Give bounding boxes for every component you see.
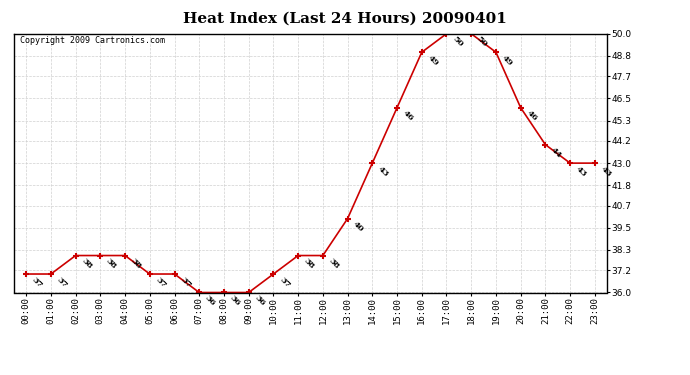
Text: 38: 38 <box>302 257 316 271</box>
Text: 38: 38 <box>104 257 119 271</box>
Text: 43: 43 <box>377 165 391 178</box>
Text: 37: 37 <box>179 275 193 289</box>
Text: 37: 37 <box>30 275 44 289</box>
Text: 49: 49 <box>500 54 514 68</box>
Text: 40: 40 <box>352 220 366 234</box>
Text: 50: 50 <box>475 35 489 49</box>
Text: 36: 36 <box>204 294 217 308</box>
Text: 43: 43 <box>574 165 588 178</box>
Text: Heat Index (Last 24 Hours) 20090401: Heat Index (Last 24 Hours) 20090401 <box>183 11 507 25</box>
Text: 37: 37 <box>154 275 168 289</box>
Text: 38: 38 <box>327 257 341 271</box>
Text: 46: 46 <box>525 109 539 123</box>
Text: 44: 44 <box>549 146 564 160</box>
Text: 46: 46 <box>401 109 415 123</box>
Text: 36: 36 <box>228 294 242 308</box>
Text: 38: 38 <box>80 257 94 271</box>
Text: 36: 36 <box>253 294 267 308</box>
Text: 37: 37 <box>55 275 69 289</box>
Text: 50: 50 <box>451 35 464 49</box>
Text: Copyright 2009 Cartronics.com: Copyright 2009 Cartronics.com <box>20 36 165 45</box>
Text: 37: 37 <box>277 275 291 289</box>
Text: 38: 38 <box>129 257 143 271</box>
Text: 43: 43 <box>599 165 613 178</box>
Text: 49: 49 <box>426 54 440 68</box>
